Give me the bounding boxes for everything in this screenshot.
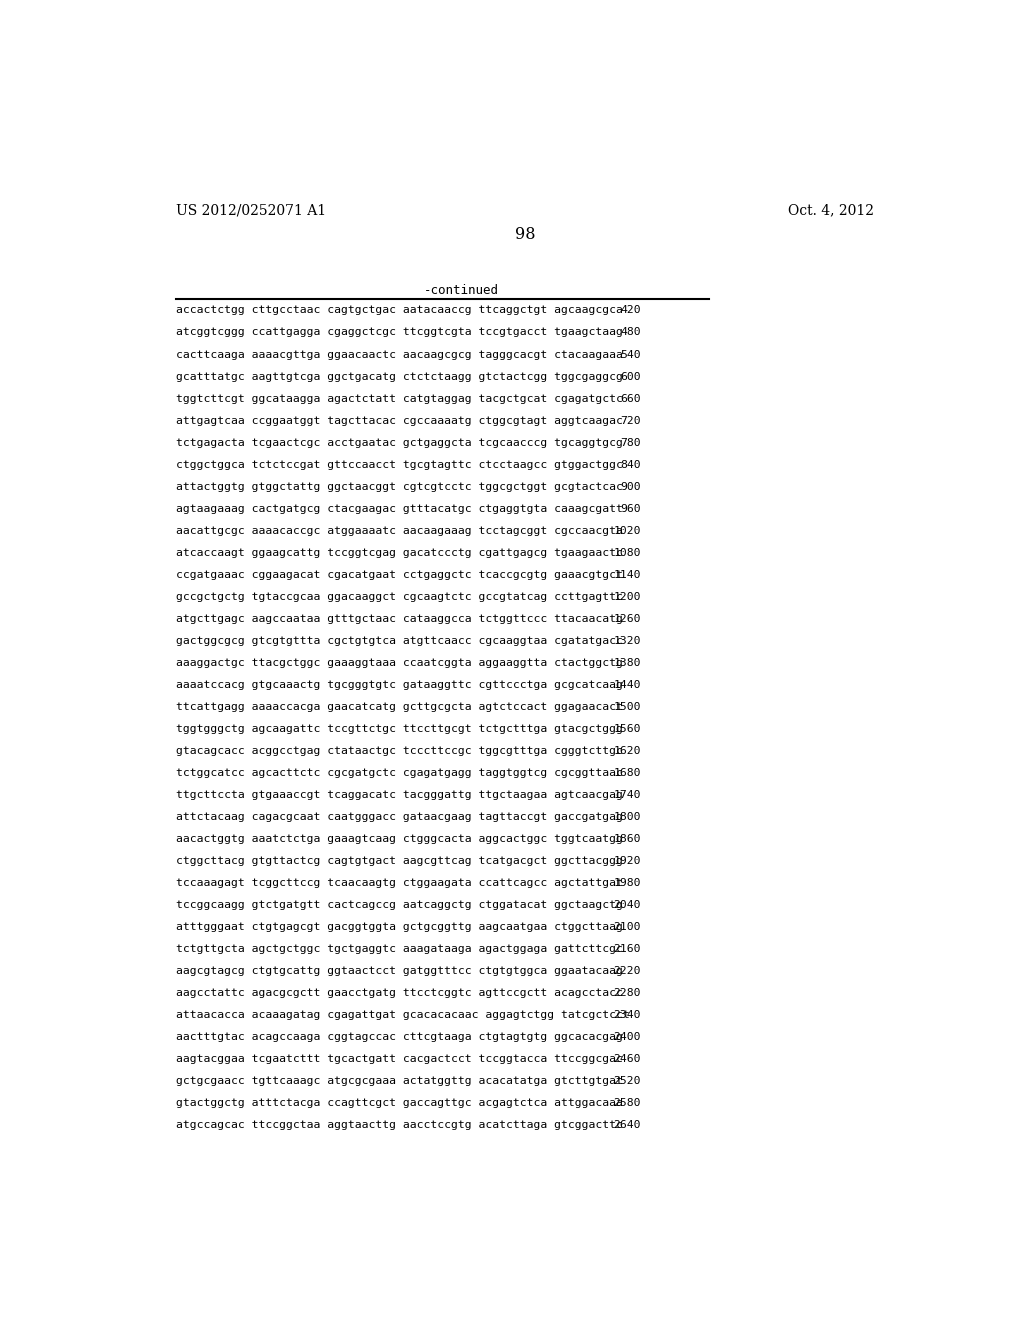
Text: ttgcttccta gtgaaaccgt tcaggacatc tacgggattg ttgctaagaa agtcaacgag: ttgcttccta gtgaaaccgt tcaggacatc tacggga… xyxy=(176,789,623,800)
Text: tccaaagagt tcggcttccg tcaacaagtg ctggaagata ccattcagcc agctattgat: tccaaagagt tcggcttccg tcaacaagtg ctggaag… xyxy=(176,878,623,888)
Text: tctgttgcta agctgctggc tgctgaggtc aaagataaga agactggaga gattcttcgc: tctgttgcta agctgctggc tgctgaggtc aaagata… xyxy=(176,944,623,954)
Text: attaacacca acaaagatag cgagattgat gcacacacaac aggagtctgg tatcgctcct: attaacacca acaaagatag cgagattgat gcacaca… xyxy=(176,1010,630,1020)
Text: 600: 600 xyxy=(621,371,641,381)
Text: cacttcaaga aaaacgttga ggaacaactc aacaagcgcg tagggcacgt ctacaagaaa: cacttcaaga aaaacgttga ggaacaactc aacaagc… xyxy=(176,350,623,359)
Text: attctacaag cagacgcaat caatgggacc gataacgaag tagttaccgt gaccgatgag: attctacaag cagacgcaat caatgggacc gataacg… xyxy=(176,812,623,822)
Text: 2340: 2340 xyxy=(613,1010,641,1020)
Text: atgccagcac ttccggctaa aggtaacttg aacctccgtg acatcttaga gtcggacttc: atgccagcac ttccggctaa aggtaacttg aacctcc… xyxy=(176,1121,623,1130)
Text: 2280: 2280 xyxy=(613,989,641,998)
Text: aagtacggaa tcgaatcttt tgcactgatt cacgactcct tccggtacca ttccggcgac: aagtacggaa tcgaatcttt tgcactgatt cacgact… xyxy=(176,1055,623,1064)
Text: aagcgtagcg ctgtgcattg ggtaactcct gatggtttcc ctgtgtggca ggaatacaag: aagcgtagcg ctgtgcattg ggtaactcct gatggtt… xyxy=(176,966,623,975)
Text: gctgcgaacc tgttcaaagc atgcgcgaaa actatggttg acacatatga gtcttgtgat: gctgcgaacc tgttcaaagc atgcgcgaaa actatgg… xyxy=(176,1076,623,1086)
Text: 2220: 2220 xyxy=(613,966,641,975)
Text: gccgctgctg tgtaccgcaa ggacaaggct cgcaagtctc gccgtatcag ccttgagttc: gccgctgctg tgtaccgcaa ggacaaggct cgcaagt… xyxy=(176,591,623,602)
Text: tctggcatcc agcacttctc cgcgatgctc cgagatgagg taggtggtcg cgcggttaac: tctggcatcc agcacttctc cgcgatgctc cgagatg… xyxy=(176,768,623,777)
Text: aagcctattc agacgcgctt gaacctgatg ttcctcggtc agttccgctt acagcctacc: aagcctattc agacgcgctt gaacctgatg ttcctcg… xyxy=(176,989,623,998)
Text: aacattgcgc aaaacaccgc atggaaaatc aacaagaaag tcctagcggt cgccaacgta: aacattgcgc aaaacaccgc atggaaaatc aacaaga… xyxy=(176,525,623,536)
Text: 2100: 2100 xyxy=(613,923,641,932)
Text: 1020: 1020 xyxy=(613,525,641,536)
Text: -continued: -continued xyxy=(424,284,499,297)
Text: gtactggctg atttctacga ccagttcgct gaccagttgc acgagtctca attggacaaa: gtactggctg atttctacga ccagttcgct gaccagt… xyxy=(176,1098,623,1109)
Text: 2580: 2580 xyxy=(613,1098,641,1109)
Text: US 2012/0252071 A1: US 2012/0252071 A1 xyxy=(176,203,327,216)
Text: agtaagaaag cactgatgcg ctacgaagac gtttacatgc ctgaggtgta caaagcgatt: agtaagaaag cactgatgcg ctacgaagac gtttaca… xyxy=(176,504,623,513)
Text: 660: 660 xyxy=(621,393,641,404)
Text: 1440: 1440 xyxy=(613,680,641,690)
Text: 2520: 2520 xyxy=(613,1076,641,1086)
Text: atttgggaat ctgtgagcgt gacggtggta gctgcggttg aagcaatgaa ctggcttaag: atttgggaat ctgtgagcgt gacggtggta gctgcgg… xyxy=(176,923,623,932)
Text: ccgatgaaac cggaagacat cgacatgaat cctgaggctc tcaccgcgtg gaaacgtgct: ccgatgaaac cggaagacat cgacatgaat cctgagg… xyxy=(176,570,623,579)
Text: 1080: 1080 xyxy=(613,548,641,558)
Text: 420: 420 xyxy=(621,305,641,315)
Text: atgcttgagc aagccaataa gtttgctaac cataaggcca tctggttccc ttacaacatg: atgcttgagc aagccaataa gtttgctaac cataagg… xyxy=(176,614,623,624)
Text: tggtgggctg agcaagattc tccgttctgc ttccttgcgt tctgctttga gtacgctggg: tggtgggctg agcaagattc tccgttctgc ttccttg… xyxy=(176,723,623,734)
Text: 98: 98 xyxy=(514,226,536,243)
Text: 1140: 1140 xyxy=(613,570,641,579)
Text: aactttgtac acagccaaga cggtagccac cttcgtaaga ctgtagtgtg ggcacacgag: aactttgtac acagccaaga cggtagccac cttcgta… xyxy=(176,1032,623,1043)
Text: 2640: 2640 xyxy=(613,1121,641,1130)
Text: 1620: 1620 xyxy=(613,746,641,756)
Text: attgagtcaa ccggaatggt tagcttacac cgccaaaatg ctggcgtagt aggtcaagac: attgagtcaa ccggaatggt tagcttacac cgccaaa… xyxy=(176,416,623,425)
Text: 2460: 2460 xyxy=(613,1055,641,1064)
Text: aacactggtg aaatctctga gaaagtcaag ctgggcacta aggcactggc tggtcaatgg: aacactggtg aaatctctga gaaagtcaag ctgggca… xyxy=(176,834,623,843)
Text: 1560: 1560 xyxy=(613,723,641,734)
Text: attactggtg gtggctattg ggctaacggt cgtcgtcctc tggcgctggt gcgtactcac: attactggtg gtggctattg ggctaacggt cgtcgtc… xyxy=(176,482,623,491)
Text: ctggctggca tctctccgat gttccaacct tgcgtagttc ctcctaagcc gtggactggc: ctggctggca tctctccgat gttccaacct tgcgtag… xyxy=(176,459,623,470)
Text: ctggcttacg gtgttactcg cagtgtgact aagcgttcag tcatgacgct ggcttacggg: ctggcttacg gtgttactcg cagtgtgact aagcgtt… xyxy=(176,855,623,866)
Text: atcggtcggg ccattgagga cgaggctcgc ttcggtcgta tccgtgacct tgaagctaag: atcggtcggg ccattgagga cgaggctcgc ttcggtc… xyxy=(176,327,623,338)
Text: gactggcgcg gtcgtgttta cgctgtgtca atgttcaacc cgcaaggtaa cgatatgacc: gactggcgcg gtcgtgttta cgctgtgtca atgttca… xyxy=(176,636,623,645)
Text: gtacagcacc acggcctgag ctataactgc tcccttccgc tggcgtttga cgggtcttgc: gtacagcacc acggcctgag ctataactgc tcccttc… xyxy=(176,746,623,756)
Text: aaaggactgc ttacgctggc gaaaggtaaa ccaatcggta aggaaggtta ctactggctg: aaaggactgc ttacgctggc gaaaggtaaa ccaatcg… xyxy=(176,657,623,668)
Text: 1800: 1800 xyxy=(613,812,641,822)
Text: 1980: 1980 xyxy=(613,878,641,888)
Text: gcatttatgc aagttgtcga ggctgacatg ctctctaagg gtctactcgg tggcgaggcg: gcatttatgc aagttgtcga ggctgacatg ctctcta… xyxy=(176,371,623,381)
Text: 720: 720 xyxy=(621,416,641,425)
Text: accactctgg cttgcctaac cagtgctgac aatacaaccg ttcaggctgt agcaagcgca: accactctgg cttgcctaac cagtgctgac aatacaa… xyxy=(176,305,623,315)
Text: 780: 780 xyxy=(621,438,641,447)
Text: tctgagacta tcgaactcgc acctgaatac gctgaggcta tcgcaacccg tgcaggtgcg: tctgagacta tcgaactcgc acctgaatac gctgagg… xyxy=(176,438,623,447)
Text: 1920: 1920 xyxy=(613,855,641,866)
Text: 1380: 1380 xyxy=(613,657,641,668)
Text: 540: 540 xyxy=(621,350,641,359)
Text: tggtcttcgt ggcataagga agactctatt catgtaggag tacgctgcat cgagatgctc: tggtcttcgt ggcataagga agactctatt catgtag… xyxy=(176,393,623,404)
Text: tccggcaagg gtctgatgtt cactcagccg aatcaggctg ctggatacat ggctaagctg: tccggcaagg gtctgatgtt cactcagccg aatcagg… xyxy=(176,900,623,909)
Text: atcaccaagt ggaagcattg tccggtcgag gacatccctg cgattgagcg tgaagaactc: atcaccaagt ggaagcattg tccggtcgag gacatcc… xyxy=(176,548,623,558)
Text: aaaatccacg gtgcaaactg tgcgggtgtc gataaggttc cgttccctga gcgcatcaag: aaaatccacg gtgcaaactg tgcgggtgtc gataagg… xyxy=(176,680,623,690)
Text: 1500: 1500 xyxy=(613,702,641,711)
Text: 2160: 2160 xyxy=(613,944,641,954)
Text: 1680: 1680 xyxy=(613,768,641,777)
Text: 480: 480 xyxy=(621,327,641,338)
Text: 2040: 2040 xyxy=(613,900,641,909)
Text: 840: 840 xyxy=(621,459,641,470)
Text: 1740: 1740 xyxy=(613,789,641,800)
Text: 900: 900 xyxy=(621,482,641,491)
Text: 2400: 2400 xyxy=(613,1032,641,1043)
Text: 1260: 1260 xyxy=(613,614,641,624)
Text: 1320: 1320 xyxy=(613,636,641,645)
Text: Oct. 4, 2012: Oct. 4, 2012 xyxy=(787,203,873,216)
Text: 960: 960 xyxy=(621,504,641,513)
Text: 1860: 1860 xyxy=(613,834,641,843)
Text: ttcattgagg aaaaccacga gaacatcatg gcttgcgcta agtctccact ggagaacact: ttcattgagg aaaaccacga gaacatcatg gcttgcg… xyxy=(176,702,623,711)
Text: 1200: 1200 xyxy=(613,591,641,602)
